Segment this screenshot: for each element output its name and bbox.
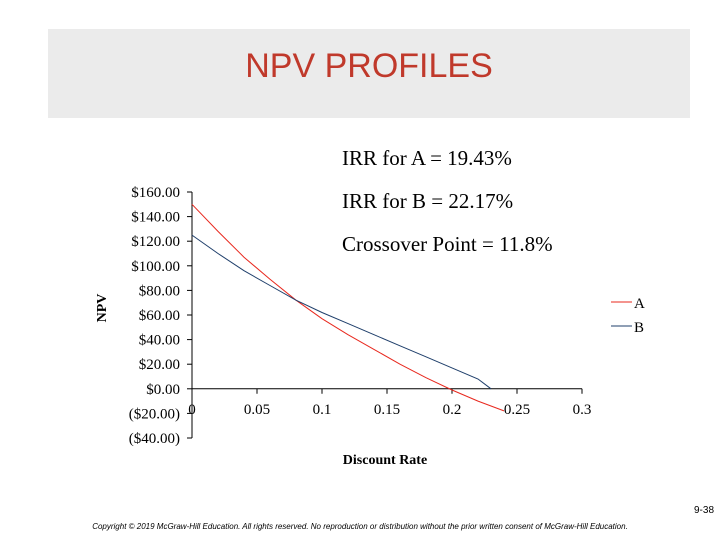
irr-b-annotation: IRR for B = 22.17% bbox=[342, 189, 514, 213]
title-band: NPV PROFILES bbox=[48, 29, 690, 118]
x-tick-label: 0.3 bbox=[573, 402, 592, 418]
y-tick-label: $140.00 bbox=[131, 210, 180, 226]
y-tick-label: ($20.00) bbox=[129, 406, 180, 422]
y-tick-label: ($40.00) bbox=[129, 431, 180, 447]
y-tick-label: $120.00 bbox=[131, 234, 180, 250]
y-axis-title: NPV bbox=[95, 294, 110, 323]
chart-legend: AB bbox=[611, 296, 645, 336]
x-tick-label: 0.2 bbox=[443, 402, 462, 418]
x-tick-label: 0.15 bbox=[374, 402, 400, 418]
x-tick-label: 0.25 bbox=[504, 402, 530, 418]
legend-label-a: A bbox=[634, 296, 645, 312]
y-tick-label: $40.00 bbox=[139, 333, 180, 349]
x-tick-label: 0.1 bbox=[313, 402, 332, 418]
copyright-notice: Copyright © 2019 McGraw-Hill Education. … bbox=[92, 522, 628, 531]
x-axis-title: Discount Rate bbox=[343, 453, 427, 468]
irr-a-annotation: IRR for A = 19.43% bbox=[342, 146, 512, 170]
slide-title: NPV PROFILES bbox=[245, 47, 493, 85]
y-tick-label: $60.00 bbox=[139, 308, 180, 324]
slide-number: 9-38 bbox=[693, 505, 714, 516]
series-line-a bbox=[191, 203, 505, 412]
y-tick-label: $160.00 bbox=[131, 185, 180, 201]
y-tick-label: $0.00 bbox=[146, 382, 180, 398]
series-line-b bbox=[191, 234, 492, 390]
chart-series bbox=[191, 203, 505, 412]
y-tick-label: $100.00 bbox=[131, 259, 180, 275]
x-tick-label: 0.05 bbox=[244, 402, 270, 418]
chart-axes: ($40.00) ($20.00) $0.00 $20.00 $40.00 $60.00 $… bbox=[95, 185, 591, 468]
x-tick-label: 0 bbox=[188, 402, 196, 418]
crossover-annotation: Crossover Point = 11.8% bbox=[342, 232, 553, 256]
y-tick-label: $80.00 bbox=[139, 283, 180, 299]
y-tick-label: $20.00 bbox=[139, 357, 180, 373]
legend-label-b: B bbox=[634, 320, 644, 336]
